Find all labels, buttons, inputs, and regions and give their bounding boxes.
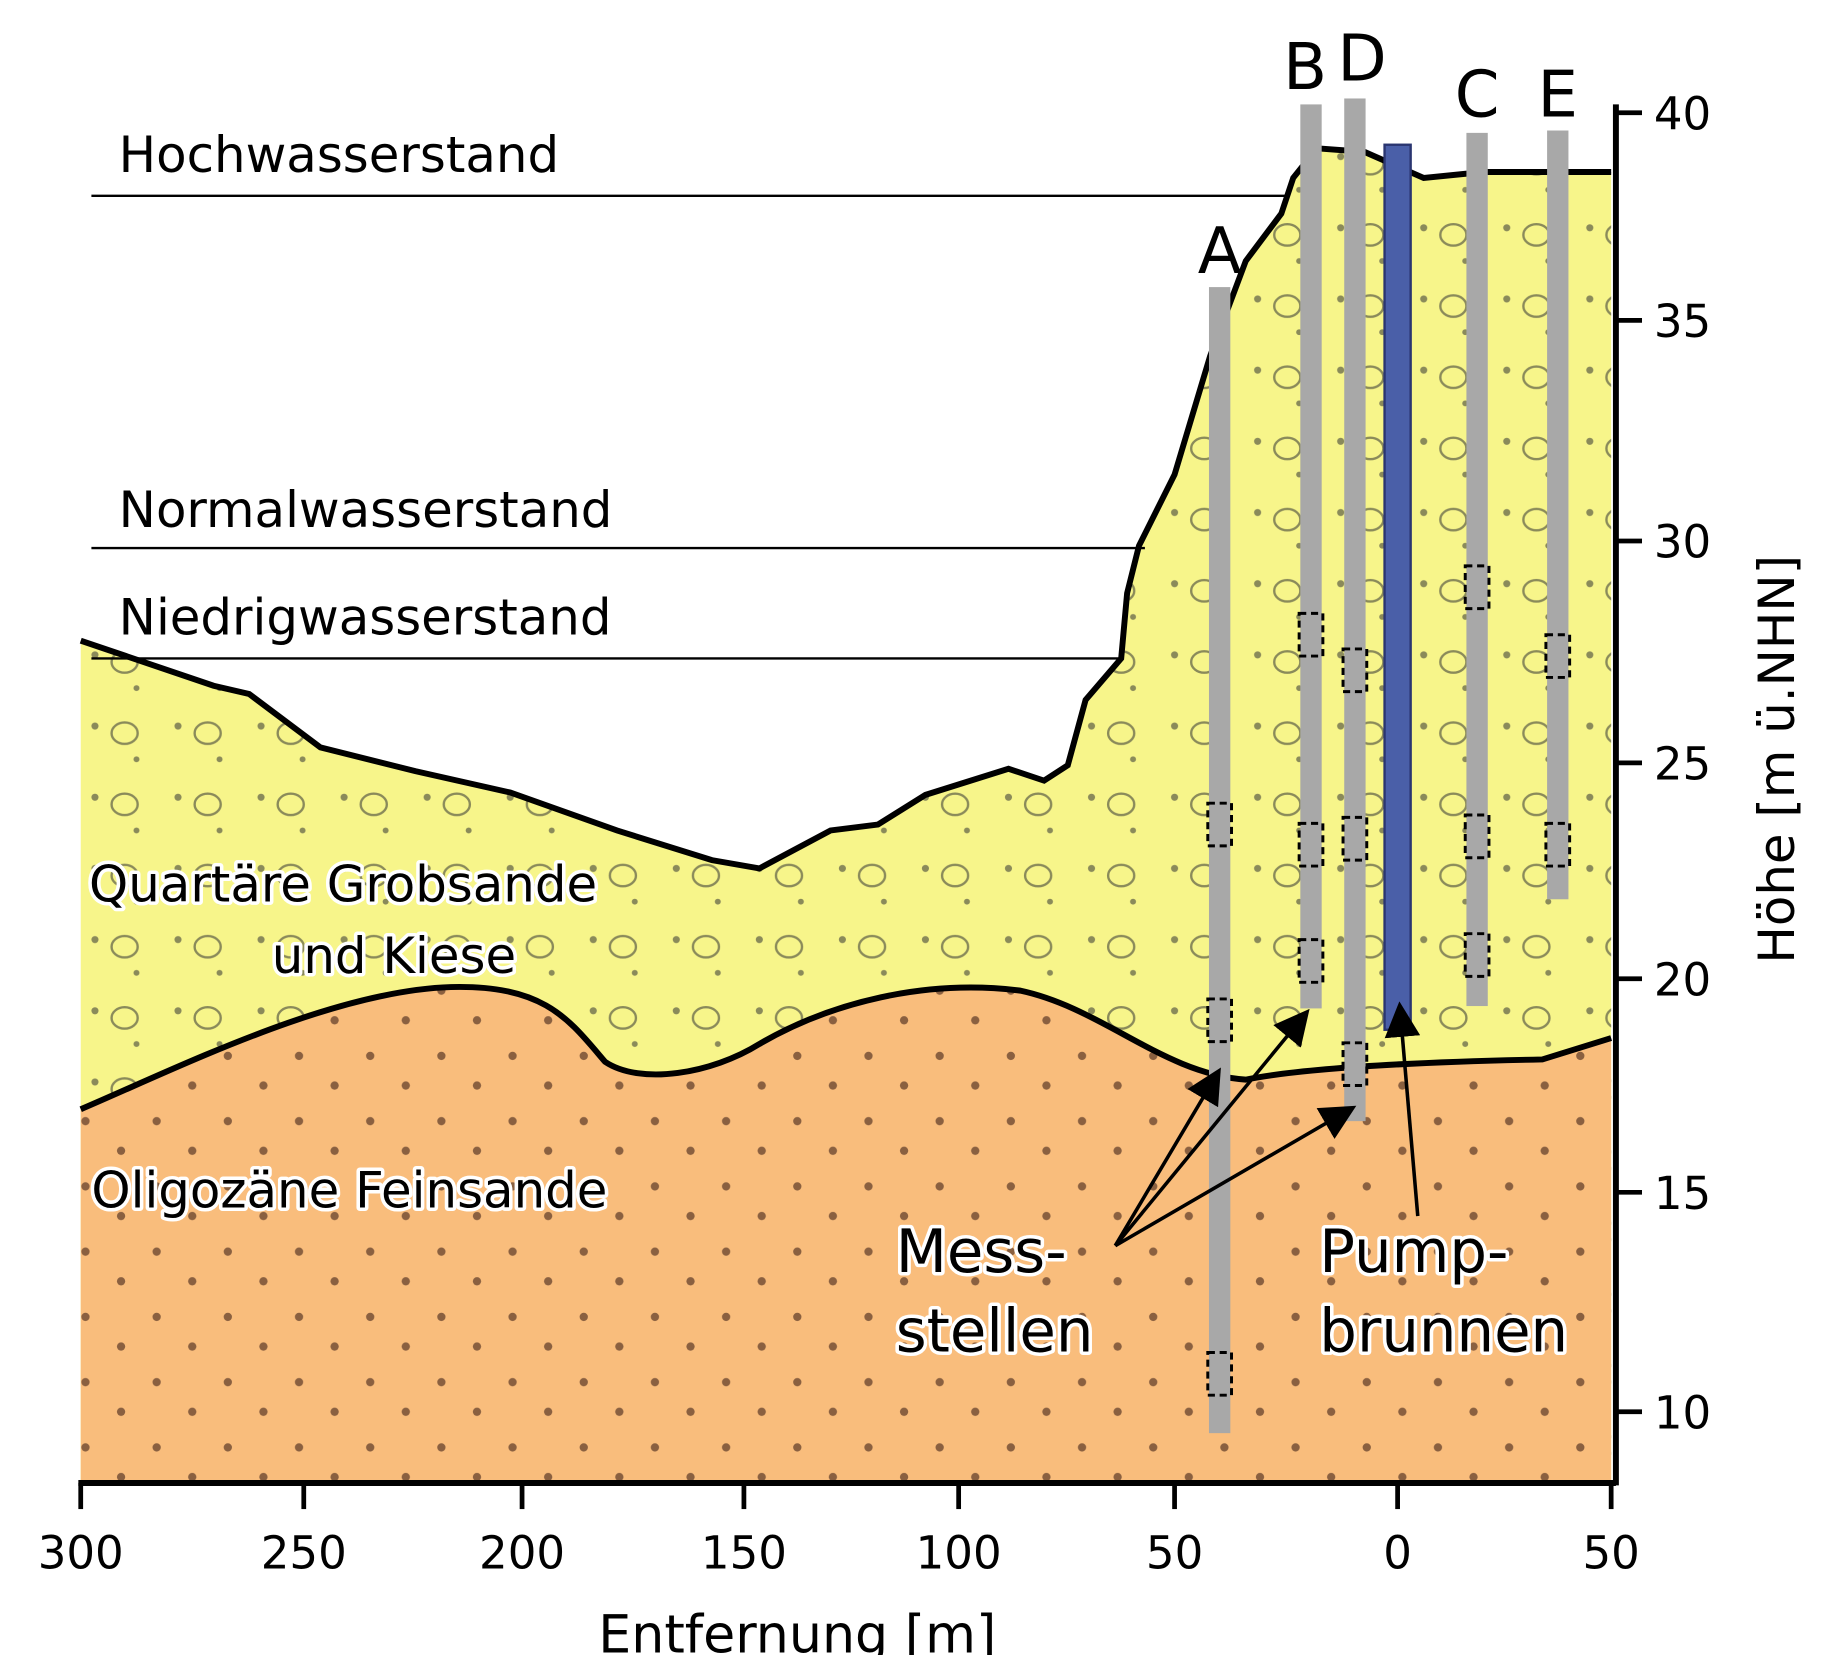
callouts: Mess- stellen Pump- brunnen — [892, 1001, 1572, 1369]
well-pipe — [1300, 104, 1322, 1009]
surface-line — [79, 145, 1612, 872]
well-label: C — [1455, 58, 1500, 132]
y-tick-label: 30 — [1654, 516, 1711, 569]
well-pipe — [1344, 98, 1366, 1122]
layer-boundary — [79, 984, 1613, 1112]
well-label: B — [1283, 31, 1327, 105]
x-tick-label: 200 — [479, 1526, 565, 1579]
y-tick-label: 15 — [1654, 1167, 1711, 1220]
well-screen — [1206, 801, 1234, 848]
well-label: D — [1337, 23, 1386, 97]
well-pipe — [1547, 130, 1569, 900]
well-label: E — [1538, 58, 1578, 132]
well-screen — [1206, 997, 1234, 1044]
well-label: A — [1198, 215, 1242, 289]
x-tick-label: 300 — [38, 1526, 124, 1579]
water-label: Normalwasserstand — [119, 481, 613, 539]
well-screen — [1544, 821, 1572, 868]
water-label: Niedrigwasserstand — [119, 589, 612, 647]
y-axis-title: Höhe [m ü.NHN] — [1748, 555, 1806, 964]
well-screen — [1341, 1041, 1369, 1088]
y-tick-label: 10 — [1654, 1386, 1711, 1439]
water-levels: Hochwasserstand Normalwasserstand Niedri… — [91, 126, 1288, 660]
axes: Entfernung [m] Höhe [m ü.NHN] 300 250 200 1… — [38, 87, 1806, 1655]
x-tick-label: 50 — [1582, 1526, 1639, 1579]
water-label: Hochwasserstand — [119, 126, 559, 184]
x-tick-label: 0 — [1383, 1526, 1412, 1579]
x-tick-label: 150 — [701, 1526, 787, 1579]
layer-label: und Kiese — [272, 927, 516, 985]
x-tick-label: 50 — [1146, 1526, 1203, 1579]
arrow — [1113, 1067, 1221, 1247]
pump-well — [1383, 143, 1412, 1031]
layer-labels: Quartäre Grobsande und Kiese Oligozäne F… — [85, 852, 611, 1223]
callout-label: stellen — [896, 1296, 1094, 1365]
well-screen — [1463, 564, 1491, 611]
arrow — [1113, 1008, 1310, 1247]
well-screen — [1297, 821, 1325, 868]
y-tick-label: 40 — [1654, 87, 1711, 140]
well-screen — [1341, 815, 1369, 862]
well-screen — [1206, 1350, 1234, 1397]
arrow — [1384, 1001, 1421, 1217]
y-tick-label: 25 — [1654, 737, 1711, 790]
arrow — [1114, 1105, 1357, 1248]
well-screen — [1297, 938, 1325, 984]
well-pipe — [1208, 287, 1231, 1434]
well-screen — [1297, 611, 1325, 658]
callout-label: brunnen — [1319, 1296, 1568, 1365]
x-tick-label: 100 — [916, 1526, 1002, 1579]
x-tick-label: 250 — [261, 1526, 347, 1579]
y-tick-label: 35 — [1654, 295, 1711, 348]
well-screen — [1463, 932, 1491, 978]
callout-label: Pump- — [1319, 1217, 1508, 1286]
y-tick-label: 20 — [1654, 953, 1711, 1006]
well-screen — [1463, 813, 1491, 860]
well-pipe — [1466, 132, 1488, 1007]
x-axis-title: Entfernung [m] — [598, 1606, 996, 1655]
callout-label: Mess- — [896, 1217, 1067, 1286]
wells: A B D C E — [1198, 23, 1578, 1434]
layer-label: Quartäre Grobsande — [89, 856, 597, 914]
layer-label: Oligozäne Feinsande — [91, 1162, 607, 1220]
well-screen — [1341, 647, 1369, 694]
well-screen — [1544, 633, 1572, 679]
